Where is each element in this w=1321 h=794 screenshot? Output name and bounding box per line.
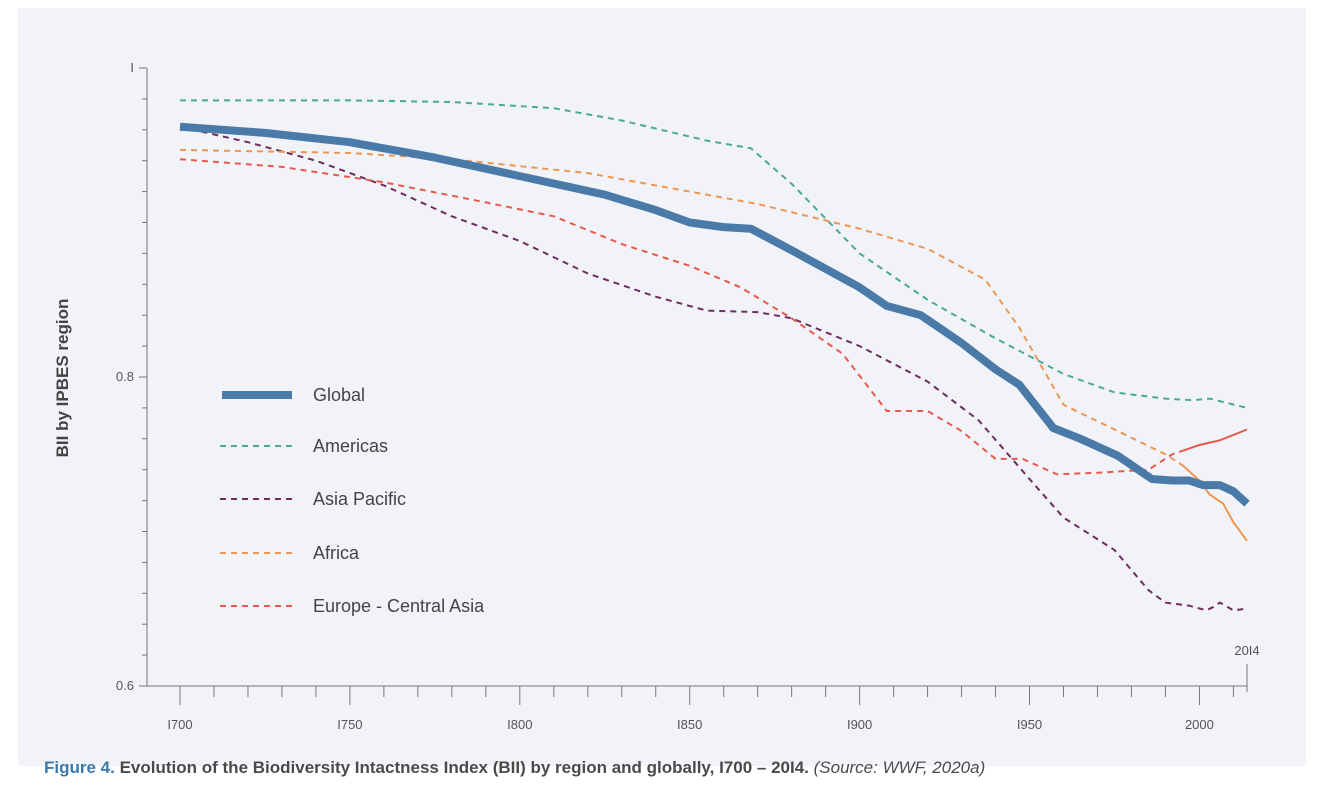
x-tick-label: I750	[337, 717, 362, 732]
caption-figure-number: Figure 4.	[44, 758, 115, 777]
series-line-global	[179, 122, 1250, 507]
series-line-americas	[180, 99, 1248, 409]
series-line-africa-solid	[1181, 464, 1248, 542]
y-tick-label: 0.8	[116, 369, 134, 384]
series-line-africa-dashed	[179, 148, 1183, 466]
x-tick-label: I800	[507, 717, 532, 732]
y-tick-label: I	[130, 60, 134, 75]
caption-source: (Source: WWF, 2020a)	[813, 758, 986, 777]
y-axis-label: BII by IPBES region	[53, 299, 72, 458]
legend-label-asia-pacific: Asia Pacific	[313, 489, 406, 509]
series-line-europe-central-asia-dashed	[179, 158, 1183, 476]
x-tick-label: I700	[167, 717, 192, 732]
legend-label-africa: Africa	[313, 543, 360, 563]
x-tick-label: I850	[677, 717, 702, 732]
x-tick-label: 2000	[1185, 717, 1214, 732]
series-line-asia-pacific	[179, 125, 1248, 612]
x-end-label: 20I4	[1234, 643, 1259, 658]
legend-label-global: Global	[313, 385, 365, 405]
legend-label-europe-central-asia: Europe - Central Asia	[313, 596, 485, 616]
y-tick-label: 0.6	[116, 678, 134, 693]
x-tick-label: I900	[847, 717, 872, 732]
figure-caption: Figure 4. Evolution of the Biodiversity …	[44, 758, 985, 778]
x-tick-label: I950	[1017, 717, 1042, 732]
caption-title: Evolution of the Biodiversity Intactness…	[119, 758, 809, 777]
legend-label-americas: Americas	[313, 436, 388, 456]
series-line-europe-central-asia-solid	[1182, 428, 1248, 452]
